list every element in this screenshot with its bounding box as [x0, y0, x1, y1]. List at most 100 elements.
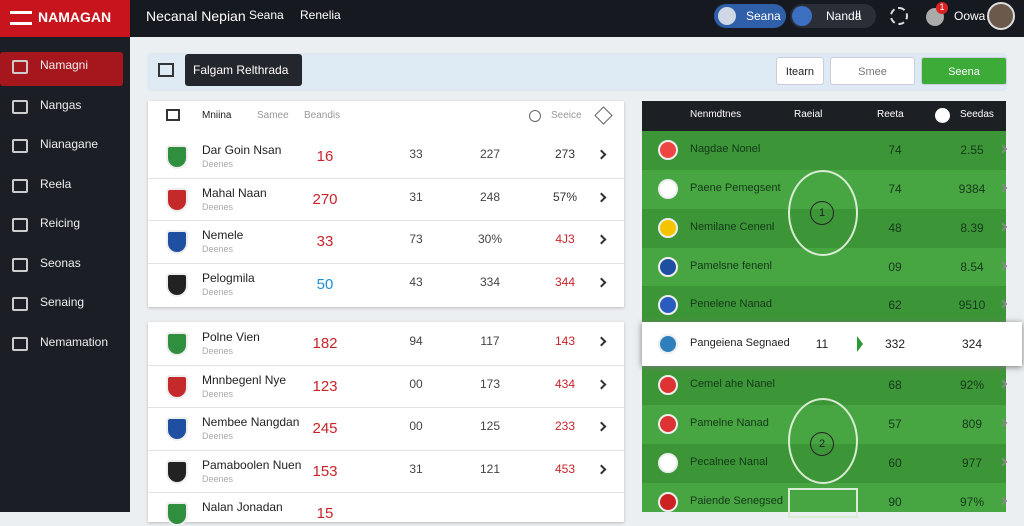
team-logo — [658, 375, 678, 395]
stat-value: 33 — [409, 147, 423, 161]
team-logo — [658, 414, 678, 434]
toolbar-button[interactable]: Smee — [830, 57, 915, 85]
stat-value: 233 — [554, 419, 576, 433]
team-sub: Deenes — [202, 346, 234, 356]
team-name[interactable]: Penelene Nanad — [690, 298, 772, 310]
team-name[interactable]: Nalan Jonadan — [202, 500, 283, 514]
stat-value: 334 — [479, 274, 501, 289]
stat-value: 94 — [409, 334, 423, 348]
stat-value: 324 — [961, 337, 983, 351]
user-avatar[interactable] — [987, 2, 1015, 30]
stat-value: 4J3 — [555, 232, 575, 246]
nav-item[interactable]: Renelia — [300, 8, 341, 22]
team-logo — [166, 230, 188, 254]
stat-value: 16 — [316, 148, 334, 165]
team-logo — [166, 187, 188, 212]
field-circle — [788, 170, 858, 256]
stat-value: 809 — [961, 417, 983, 431]
team-name[interactable]: Pamelne Nanad — [690, 417, 769, 429]
team-name[interactable]: Paiende Senegsed — [690, 495, 783, 507]
row-divider — [148, 220, 624, 221]
sidebar-item[interactable]: Reicing — [40, 216, 81, 230]
team-name[interactable]: Pecalnee Nanal — [690, 456, 768, 468]
team-name[interactable]: Nembee Nangdan — [202, 415, 300, 429]
sidebar-item[interactable]: Seonas — [40, 255, 81, 270]
stat-value: 09 — [888, 260, 902, 274]
sidebar-item[interactable]: Senaing — [40, 295, 85, 309]
sidebar-icon — [12, 297, 28, 311]
team-name[interactable]: Paene Pemegsent — [690, 182, 781, 194]
team-name[interactable]: Nemilane Cenenl — [690, 221, 775, 233]
stat-value: 00 — [409, 376, 423, 391]
stat-value: 332 — [884, 337, 906, 351]
stat-value: 00 — [409, 419, 423, 433]
team-logo — [166, 145, 188, 169]
stat-value: 182 — [312, 335, 338, 352]
sidebar-item[interactable]: Reela — [40, 176, 72, 191]
notification-badge: 1 — [936, 2, 948, 14]
sidebar-item[interactable]: Nangas — [40, 97, 82, 112]
stat-value: 57 — [888, 417, 902, 431]
user-name: Oowa — [954, 9, 986, 23]
stat-value: 227 — [479, 147, 501, 161]
team-name[interactable]: Dar Goin Nsan — [202, 143, 282, 157]
stat-value: 74 — [888, 182, 902, 196]
stat-value: 8.54 — [960, 260, 984, 274]
stat-value: 62 — [888, 298, 902, 312]
team-name[interactable]: Mnnbegenl Nye — [202, 372, 287, 387]
sidebar-active — [0, 52, 123, 86]
toolbar-button[interactable]: Seena — [921, 57, 1007, 85]
team-sub: Deenes — [202, 244, 234, 254]
team-sub: Deenes — [202, 473, 234, 484]
sidebar — [0, 37, 130, 512]
team-name[interactable]: Cemel ahe Nanel — [690, 378, 775, 390]
team-logo — [658, 492, 678, 512]
field-stripe — [642, 483, 1006, 512]
stat-value: 121 — [479, 461, 501, 476]
team-name[interactable]: Polne Vien — [202, 330, 260, 344]
settings-icon[interactable] — [890, 7, 908, 25]
stat-value: 50 — [316, 275, 334, 293]
sidebar-icon — [12, 218, 28, 232]
team-logo — [166, 417, 188, 441]
row-divider — [148, 449, 624, 451]
team-logo — [658, 218, 678, 238]
table-card — [148, 101, 624, 307]
search-icon[interactable] — [529, 110, 541, 122]
team-name[interactable]: Pamelsne fenenl — [690, 260, 772, 272]
sidebar-item[interactable]: Nianagane — [40, 137, 99, 151]
sidebar-item[interactable]: Namagni — [40, 58, 89, 72]
team-name[interactable]: Pelogmila — [202, 270, 255, 285]
toolbar-title[interactable]: Falgam Relthrada — [185, 54, 302, 86]
sidebar-item[interactable]: Nemamation — [40, 334, 109, 349]
team-avatar — [792, 6, 812, 26]
team-logo — [166, 459, 188, 484]
row-divider — [148, 492, 624, 493]
header-icon — [166, 109, 180, 121]
nav-item[interactable]: Seana — [249, 8, 284, 22]
stat-value: 8.39 — [960, 221, 984, 235]
team-name[interactable]: Pamaboolen Nuen — [202, 457, 302, 472]
stat-value: 31 — [409, 189, 423, 204]
team-name[interactable]: Nagdae Nonel — [690, 143, 761, 155]
team-sub: Deenes — [202, 286, 234, 297]
team-name[interactable]: Nemele — [202, 228, 244, 242]
toolbar-button[interactable]: Itearn — [776, 57, 824, 85]
row-divider — [148, 177, 624, 179]
stat-value: 74 — [888, 143, 902, 157]
stat-value: 173 — [479, 376, 501, 391]
column-header: Nenmdtnes — [690, 109, 742, 120]
team-name[interactable]: Pangeiena Segnaed — [690, 337, 790, 349]
sidebar-icon — [12, 60, 28, 74]
team-name[interactable]: Mahal Naan — [202, 185, 267, 200]
team-logo — [658, 295, 678, 315]
stat-value: 270 — [312, 190, 338, 208]
team-logo — [658, 179, 678, 199]
sidebar-icon — [12, 99, 28, 114]
nav-item[interactable]: Necanal Nepian — [146, 8, 246, 24]
stat-value: 123 — [312, 377, 338, 395]
stat-value: 60 — [888, 456, 902, 470]
stat-value: 31 — [409, 461, 423, 476]
